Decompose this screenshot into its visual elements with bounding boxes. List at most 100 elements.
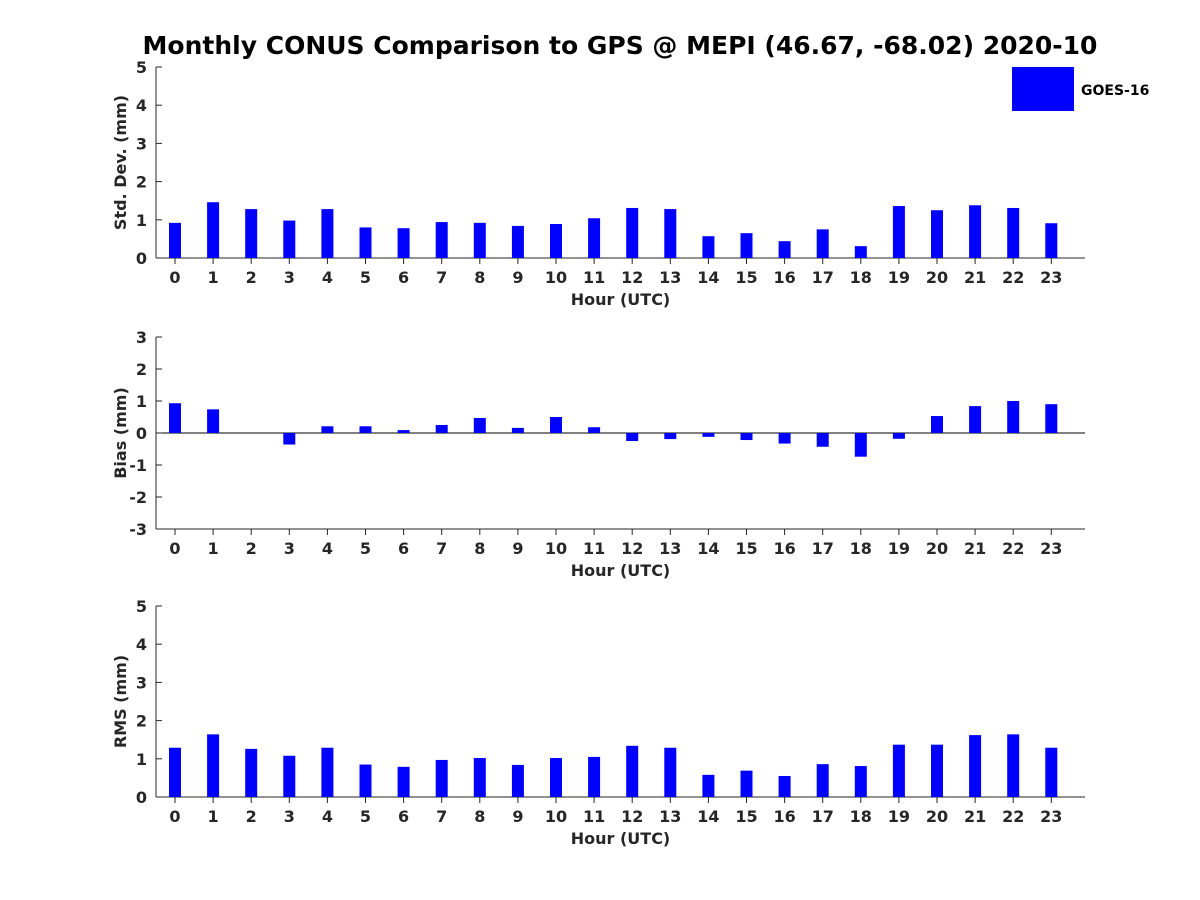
bar xyxy=(550,758,562,797)
bar xyxy=(778,241,791,258)
y-tick-label: 2 xyxy=(136,712,147,731)
bar xyxy=(550,224,562,258)
bar xyxy=(664,209,677,258)
x-tick-label: 4 xyxy=(322,268,333,287)
bar xyxy=(702,236,715,258)
x-tick-label: 23 xyxy=(1040,539,1062,558)
bar xyxy=(1045,747,1058,797)
bar xyxy=(969,735,982,797)
x-tick-label: 21 xyxy=(964,268,986,287)
x-tick-label: 18 xyxy=(850,807,872,826)
bar xyxy=(931,210,943,258)
x-tick-label: 1 xyxy=(208,807,219,826)
legend-label: GOES-16 xyxy=(1081,83,1149,99)
x-tick-label: 1 xyxy=(208,268,219,287)
x-tick-label: 9 xyxy=(512,807,523,826)
x-tick-label: 2 xyxy=(246,539,257,558)
y-tick-label: 5 xyxy=(136,58,147,77)
bar xyxy=(702,433,715,437)
x-tick-label: 17 xyxy=(812,539,834,558)
bar xyxy=(778,775,791,797)
x-tick-label: 23 xyxy=(1040,807,1062,826)
x-tick-label: 3 xyxy=(284,268,295,287)
bar xyxy=(283,433,296,445)
bar xyxy=(854,766,867,797)
y-tick-label: 2 xyxy=(136,173,147,192)
bar xyxy=(969,406,982,433)
y-tick-label: 2 xyxy=(136,360,147,379)
x-tick-label: 15 xyxy=(735,539,757,558)
chart-title: Monthly CONUS Comparison to GPS @ MEPI (… xyxy=(143,31,1098,60)
x-tick-label: 17 xyxy=(812,807,834,826)
x-tick-label: 21 xyxy=(964,807,986,826)
bar xyxy=(283,755,296,797)
x-tick-label: 2 xyxy=(246,807,257,826)
bar xyxy=(511,764,524,797)
bar xyxy=(931,416,943,433)
bar xyxy=(397,766,410,797)
bar xyxy=(397,228,410,258)
x-tick-label: 19 xyxy=(888,539,910,558)
bar xyxy=(588,218,601,258)
x-tick-label: 4 xyxy=(322,539,333,558)
y-tick-label: 1 xyxy=(136,211,147,230)
bar xyxy=(854,246,867,258)
x-tick-label: 10 xyxy=(545,268,567,287)
x-tick-label: 22 xyxy=(1002,539,1024,558)
y-tick-label: 0 xyxy=(136,424,147,443)
x-tick-label: 1 xyxy=(208,539,219,558)
bar xyxy=(588,756,601,797)
x-tick-label: 5 xyxy=(360,807,371,826)
bar xyxy=(511,225,524,258)
x-tick-label: 16 xyxy=(773,807,795,826)
bar xyxy=(511,427,524,433)
x-tick-label: 8 xyxy=(474,539,485,558)
bar xyxy=(245,748,258,797)
bar xyxy=(1045,223,1058,258)
bar xyxy=(702,774,715,797)
bar xyxy=(854,433,867,457)
bar xyxy=(816,229,829,258)
x-axis-label: Hour (UTC) xyxy=(571,290,671,309)
x-tick-label: 19 xyxy=(888,807,910,826)
bar xyxy=(1007,207,1020,258)
bar xyxy=(207,202,220,258)
x-tick-label: 17 xyxy=(812,268,834,287)
x-tick-label: 10 xyxy=(545,807,567,826)
bar xyxy=(245,209,258,258)
x-tick-label: 4 xyxy=(322,807,333,826)
bar xyxy=(473,417,486,433)
x-axis-label: Hour (UTC) xyxy=(571,829,671,848)
y-tick-label: -1 xyxy=(129,456,147,475)
x-tick-label: 13 xyxy=(659,539,681,558)
bar xyxy=(359,426,372,433)
bar xyxy=(359,764,372,797)
bar xyxy=(664,433,677,440)
bar xyxy=(321,426,334,433)
bar xyxy=(626,207,639,258)
x-tick-label: 7 xyxy=(436,268,447,287)
x-tick-label: 2 xyxy=(246,268,257,287)
bar xyxy=(740,433,753,441)
bar xyxy=(435,759,448,797)
x-tick-label: 22 xyxy=(1002,268,1024,287)
bar xyxy=(169,222,181,258)
x-tick-label: 14 xyxy=(697,807,719,826)
y-tick-label: -2 xyxy=(129,488,147,507)
bar xyxy=(892,206,905,258)
x-tick-label: 13 xyxy=(659,268,681,287)
x-tick-label: 7 xyxy=(436,539,447,558)
bar xyxy=(740,770,753,797)
x-tick-label: 12 xyxy=(621,268,643,287)
x-tick-label: 12 xyxy=(621,807,643,826)
bar xyxy=(207,734,220,797)
bar xyxy=(1045,404,1058,433)
x-tick-label: 11 xyxy=(583,539,605,558)
x-tick-label: 8 xyxy=(474,807,485,826)
bar xyxy=(1007,401,1020,433)
x-tick-label: 19 xyxy=(888,268,910,287)
